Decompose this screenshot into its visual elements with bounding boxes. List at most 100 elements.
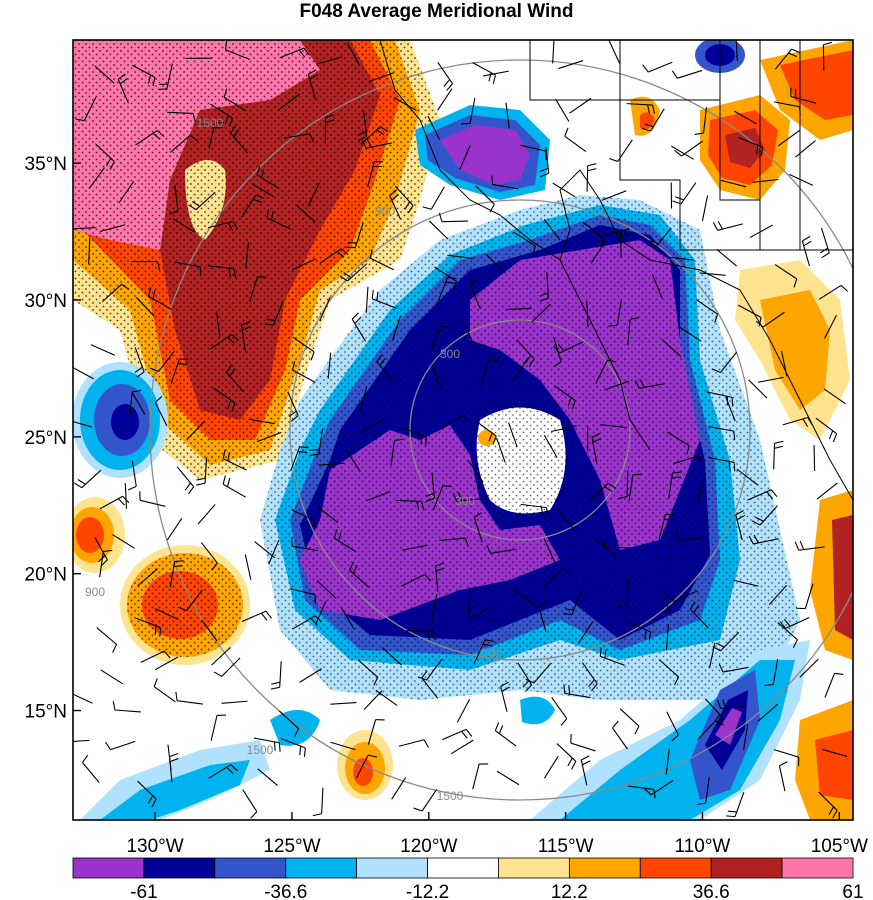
wind-barb (658, 513, 675, 541)
colorbar-label: -12.2 (406, 882, 449, 900)
wind-barb (778, 761, 788, 792)
colorbar-box (639, 857, 712, 879)
wind-barb (398, 739, 430, 748)
wind-barb (75, 97, 97, 122)
wind-barb (210, 103, 233, 127)
wind-barb (421, 670, 439, 699)
wind-barb (376, 353, 394, 383)
wind-barb (225, 40, 250, 61)
range-ring-900 (289, 199, 751, 661)
wind-barb (176, 466, 195, 495)
wind-barb (392, 315, 402, 341)
wind-barb (644, 780, 674, 796)
wind-barb (432, 485, 452, 511)
wind-barb (586, 300, 589, 328)
wind-barb (752, 178, 779, 183)
wind-barb (520, 144, 547, 160)
wind-barb (563, 684, 591, 699)
wind-barb (94, 536, 108, 567)
wind-barb (167, 111, 196, 123)
wind-barb (782, 416, 813, 427)
wind-barb (452, 492, 483, 502)
wind-barb (251, 183, 275, 198)
wind-barb (257, 768, 278, 787)
wind-barb (667, 590, 698, 603)
wind-barb (543, 755, 559, 779)
wind-barb (672, 182, 697, 205)
wind-barb (241, 194, 265, 218)
wind-barb (131, 64, 156, 87)
wind-barb (365, 490, 391, 502)
wind-barb (382, 647, 402, 666)
range-ring-label: 300 (455, 494, 475, 508)
wind-barb (780, 350, 788, 377)
wind-barb (208, 122, 225, 149)
wind-barb (738, 136, 763, 157)
wind-barb (291, 537, 319, 552)
wind-barb (462, 322, 476, 346)
wind-barb (725, 396, 736, 422)
wind-barb (200, 542, 218, 571)
range-ring-label: 900 (375, 204, 395, 218)
wind-barb (360, 126, 389, 145)
wind-barb (222, 475, 246, 498)
wind-barb (213, 387, 236, 412)
wind-barb (593, 228, 625, 238)
wind-barb (390, 438, 404, 467)
wind-barb (363, 690, 383, 710)
lat-tick-label: 25°N (25, 428, 67, 449)
map-frame (72, 39, 854, 821)
wind-barb (720, 179, 747, 188)
wind-barb (435, 562, 445, 592)
wind-barb (602, 538, 632, 549)
wind-barb (105, 740, 136, 751)
wind-barb (553, 336, 562, 368)
wind-barb (447, 254, 474, 259)
lon-tick-label: 130°W (126, 836, 183, 857)
wind-barb (430, 325, 450, 351)
wind-barb (819, 227, 830, 259)
wind-barb (316, 56, 343, 65)
wind-barb (555, 98, 570, 122)
wind-barb (330, 741, 356, 751)
wind-barb (726, 791, 745, 818)
wind-barb (564, 127, 587, 152)
wind-barb (689, 601, 709, 629)
wind-barb (330, 702, 357, 705)
wind-barb (375, 689, 398, 706)
wind-barb (278, 93, 301, 111)
wind-barb (661, 591, 672, 617)
wind-barb (666, 711, 679, 742)
wind-barb (747, 489, 778, 501)
wind-barb (402, 427, 428, 447)
wind-barb (757, 703, 779, 722)
wind-barb (395, 185, 414, 214)
wind-barb (292, 336, 315, 361)
wind-barb (118, 181, 135, 204)
wind-barb (570, 734, 596, 752)
wind-barb (581, 662, 598, 692)
wind-barb (646, 227, 672, 249)
wind-barb (169, 134, 198, 153)
wind-barb (170, 358, 189, 384)
wind-barb (608, 40, 621, 64)
wind-barb (467, 460, 484, 490)
wind-barb (708, 456, 736, 472)
wind-barb (790, 87, 817, 104)
wind-barb (431, 364, 442, 389)
wind-barb (696, 477, 705, 504)
wind-barb (117, 73, 129, 104)
wind-barb (634, 379, 665, 390)
wind-barb (480, 359, 498, 386)
wind-barb (128, 389, 142, 418)
wind-barb (309, 428, 324, 456)
wind-barb (513, 357, 529, 381)
wind-barb (712, 220, 743, 231)
wind-barb (213, 657, 241, 677)
wind-barb (360, 419, 384, 434)
wind-barb (539, 272, 550, 302)
wind-barb (245, 242, 249, 269)
wind-barb (241, 610, 272, 622)
wind-barb (459, 145, 471, 170)
colorbar-box (710, 857, 783, 879)
